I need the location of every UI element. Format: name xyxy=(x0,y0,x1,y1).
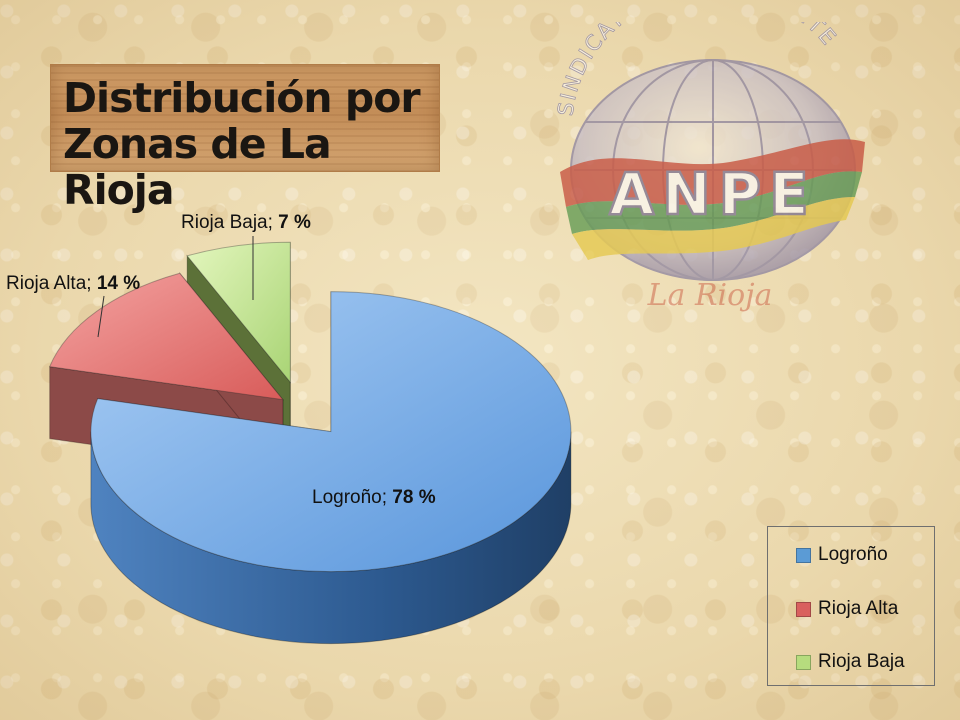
chart-legend: Logroño Rioja Alta Rioja Baja xyxy=(767,526,935,686)
slice-label-logrono: Logroño; 78 % xyxy=(312,487,436,509)
ribbon-red xyxy=(560,139,865,207)
title-board: Distribución por Zonas de La Rioja xyxy=(50,64,440,213)
slice-top-rioja-alta xyxy=(48,272,285,401)
logo-brand-text: ANPE xyxy=(609,160,817,228)
value-suffix: % xyxy=(117,273,141,294)
leader-line-rioja-alta xyxy=(97,295,105,338)
ribbon-green xyxy=(566,171,862,234)
ribbon-yellow xyxy=(572,197,855,260)
anpe-logo-graphic: SINDICATO INDEPENDIENTE ANPE La Rioja xyxy=(553,22,865,313)
legend-label: Rioja Alta xyxy=(818,598,899,619)
legend-swatch-rioja-baja xyxy=(796,654,811,670)
slice-logrono xyxy=(90,291,572,645)
wood-grain xyxy=(51,65,439,171)
legend-label: Logroño xyxy=(818,544,888,565)
slice-top-logrono xyxy=(90,291,572,573)
slice-label-logrono-name: Logroño xyxy=(312,487,382,508)
slide-title: Distribución por Zonas de La Rioja xyxy=(63,74,421,214)
slice-label-rioja-baja: Rioja Baja; 7 % xyxy=(181,212,311,234)
value-suffix: % xyxy=(413,487,436,508)
legend-item-logrono: Logroño xyxy=(796,543,888,567)
slice-label-logrono-value: 78 xyxy=(392,487,414,508)
logo-script-text: La Rioja xyxy=(647,278,773,313)
slice-label-rioja-alta: Rioja Alta; 14 % xyxy=(6,273,140,295)
slice-label-rioja-alta-name: Rioja Alta xyxy=(6,273,87,294)
slice-top-rioja-baja xyxy=(186,241,291,384)
legend-swatch-logrono xyxy=(796,547,811,563)
slice-label-rioja-baja-value: 7 xyxy=(278,212,289,233)
label-separator: ; xyxy=(381,487,393,508)
label-separator: ; xyxy=(86,273,97,294)
label-separator: ; xyxy=(267,212,279,233)
slice-label-rioja-baja-name: Rioja Baja xyxy=(181,212,268,233)
legend-item-rioja-baja: Rioja Baja xyxy=(796,650,905,674)
legend-item-rioja-alta: Rioja Alta xyxy=(796,597,898,621)
anpe-logo: SINDICATO INDEPENDIENTE ANPE La Rioja xyxy=(550,22,870,317)
value-suffix: % xyxy=(288,212,311,233)
legend-label: Rioja Baja xyxy=(818,651,905,672)
legend-swatch-rioja-alta xyxy=(796,601,811,617)
slice-label-rioja-alta-value: 14 xyxy=(96,273,118,294)
